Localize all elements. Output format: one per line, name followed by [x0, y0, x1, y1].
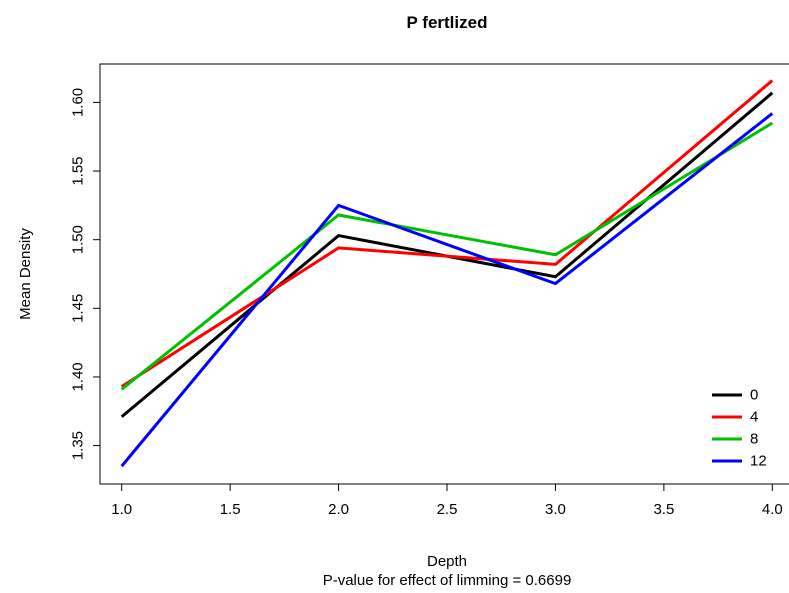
- y-axis-label: Mean Density: [17, 228, 34, 320]
- x-tick-label: 2.0: [328, 501, 349, 518]
- series-line-12: [120, 112, 774, 468]
- y-tick-label: 1.50: [70, 225, 87, 254]
- x-axis-label: Depth: [427, 553, 467, 570]
- y-tick-label: 1.60: [70, 88, 87, 117]
- y-axis: 1.35 1.40 1.45 1.50 1.55 1.60: [70, 88, 101, 460]
- series-line-8: [120, 121, 774, 391]
- x-axis: 1.0 1.5 2.0 2.5 3.0 3.5 4.0: [111, 483, 783, 518]
- y-tick-label: 1.45: [70, 294, 87, 323]
- legend-label: 4: [750, 409, 758, 426]
- y-tick-label: 1.40: [70, 362, 87, 391]
- y-tick-label: 1.55: [70, 156, 87, 185]
- chart-title: P fertlized: [407, 13, 488, 32]
- chart-subtitle: P-value for effect of limming = 0.6699: [323, 572, 572, 589]
- legend-label: 0: [750, 387, 758, 404]
- series-line-4: [120, 79, 774, 388]
- x-tick-label: 3.5: [653, 501, 674, 518]
- legend-label: 12: [750, 453, 767, 470]
- x-tick-label: 3.0: [545, 501, 566, 518]
- series-layer: [120, 79, 774, 468]
- plot-frame: [99, 63, 789, 485]
- x-tick-label: 2.5: [437, 501, 458, 518]
- legend-label: 8: [750, 431, 758, 448]
- legend: 0 4 8 12: [712, 387, 767, 470]
- x-tick-label: 4.0: [762, 501, 783, 518]
- x-tick-label: 1.0: [111, 501, 132, 518]
- x-tick-label: 1.5: [220, 501, 241, 518]
- y-tick-label: 1.35: [70, 431, 87, 460]
